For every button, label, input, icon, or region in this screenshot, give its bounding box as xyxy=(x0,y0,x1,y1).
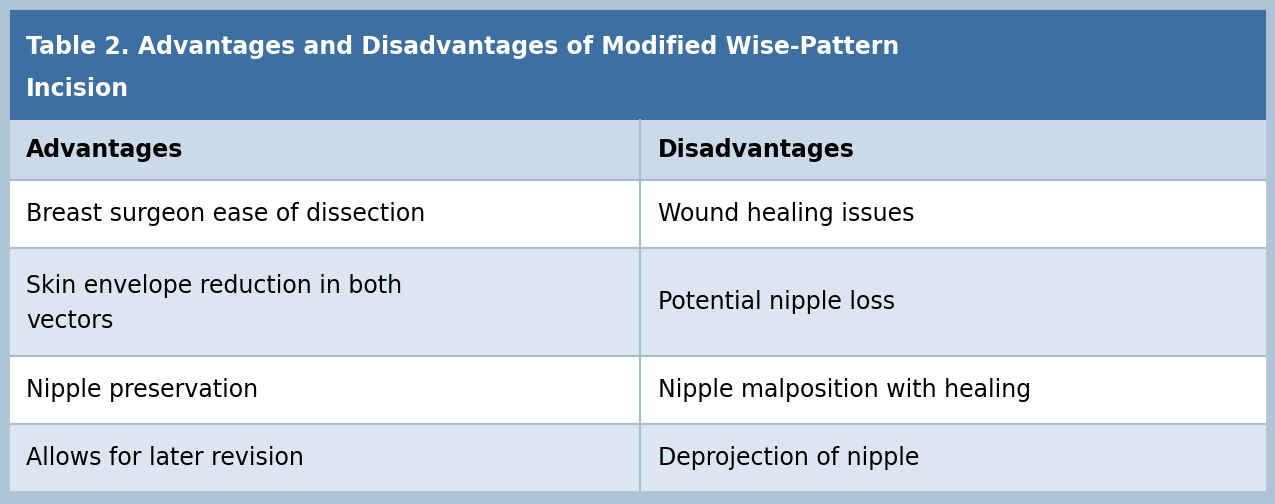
Text: Wound healing issues: Wound healing issues xyxy=(658,202,914,226)
Text: Skin envelope reduction in both: Skin envelope reduction in both xyxy=(26,274,402,298)
Bar xyxy=(8,180,1267,248)
Bar xyxy=(8,120,1267,180)
Bar xyxy=(8,8,1267,120)
Text: Incision: Incision xyxy=(26,77,129,101)
Text: Advantages: Advantages xyxy=(26,138,184,162)
Text: Table 2. Advantages and Disadvantages of Modified Wise-Pattern: Table 2. Advantages and Disadvantages of… xyxy=(26,35,899,59)
Text: Allows for later revision: Allows for later revision xyxy=(26,446,303,470)
Text: vectors: vectors xyxy=(26,309,113,334)
Text: Potential nipple loss: Potential nipple loss xyxy=(658,290,895,314)
Text: Disadvantages: Disadvantages xyxy=(658,138,854,162)
Text: Deprojection of nipple: Deprojection of nipple xyxy=(658,446,919,470)
Text: Nipple malposition with healing: Nipple malposition with healing xyxy=(658,378,1031,402)
Text: Breast surgeon ease of dissection: Breast surgeon ease of dissection xyxy=(26,202,426,226)
Bar xyxy=(8,356,1267,424)
Text: Nipple preservation: Nipple preservation xyxy=(26,378,258,402)
Bar xyxy=(8,248,1267,356)
Bar xyxy=(8,424,1267,492)
